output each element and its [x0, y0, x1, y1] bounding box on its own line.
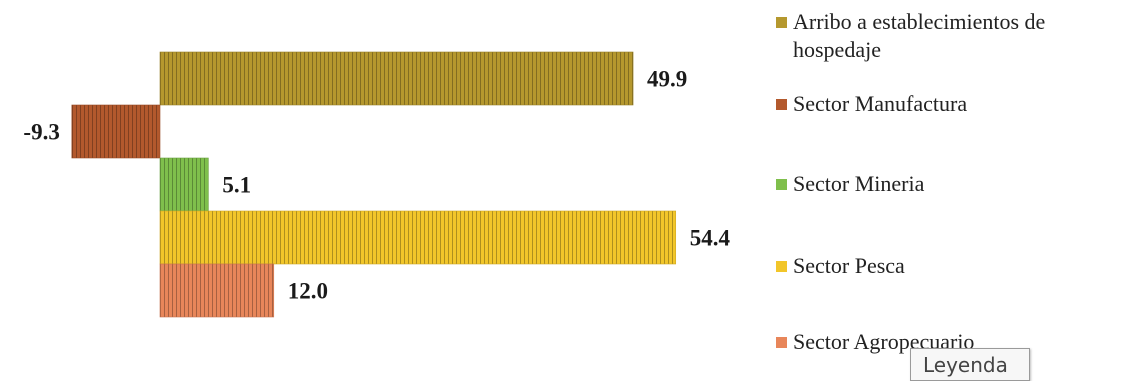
- data-label-1: -9.3: [23, 120, 59, 145]
- data-labels-group: 49.9 -9.3 5.1 54.4 12.0: [23, 67, 730, 304]
- legend-tooltip: Leyenda: [910, 348, 1030, 381]
- bar-4[interactable]: [159, 263, 275, 318]
- bars-group: [71, 51, 677, 318]
- data-label-3: 54.4: [690, 226, 731, 251]
- legend-item-0[interactable]: Arribo a establecimientos de hospedaje: [776, 8, 1121, 64]
- legend-swatch-2: [776, 179, 787, 190]
- legend-label-2: Sector Mineria: [793, 171, 925, 196]
- legend-swatch-0: [776, 17, 787, 28]
- bar-1[interactable]: [71, 104, 161, 159]
- legend-swatch-3: [776, 261, 787, 272]
- bar-chart: 49.9 -9.3 5.1 54.4 12.0: [23, 51, 730, 318]
- data-label-4: 12.0: [288, 279, 328, 304]
- legend-swatch-1: [776, 99, 787, 110]
- bar-2[interactable]: [159, 157, 209, 212]
- legend-label-0: Arribo a establecimientos de hospedaje: [793, 9, 1046, 62]
- legend-item-2[interactable]: Sector Mineria: [776, 170, 1121, 198]
- tooltip-text: Leyenda: [923, 353, 1008, 377]
- legend-label-3: Sector Pesca: [793, 253, 905, 278]
- legend-item-3[interactable]: Sector Pesca: [776, 252, 1121, 280]
- data-label-0: 49.9: [647, 67, 687, 92]
- data-label-2: 5.1: [222, 173, 251, 198]
- legend-label-1: Sector Manufactura: [793, 91, 968, 116]
- bar-3[interactable]: [159, 210, 677, 265]
- legend-swatch-4: [776, 337, 787, 348]
- bar-0[interactable]: [159, 51, 634, 106]
- legend-item-1[interactable]: Sector Manufactura: [776, 90, 1121, 118]
